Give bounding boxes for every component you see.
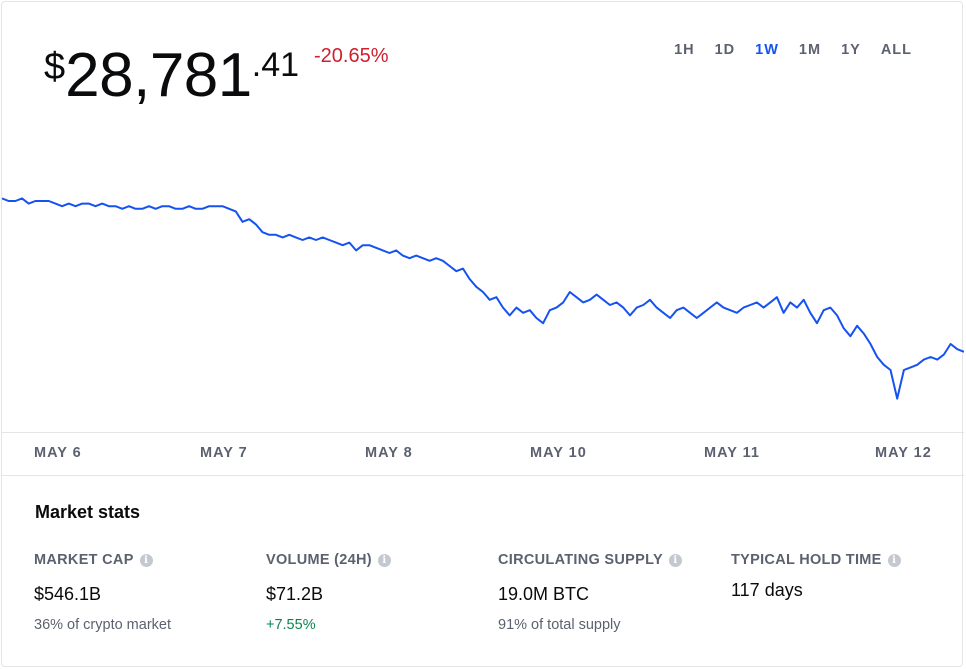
range-1y[interactable]: 1Y [841, 42, 861, 58]
price-whole: 28,781 [65, 41, 252, 110]
stat-circulating-supply: CIRCULATING SUPPLY i 19.0M BTC 91% of tot… [498, 552, 682, 633]
info-icon[interactable]: i [139, 553, 153, 567]
info-icon[interactable]: i [887, 553, 901, 567]
stat-sub: 91% of total supply [498, 617, 621, 633]
price-change: -20.65% [314, 45, 389, 67]
x-tick: MAY 6 [34, 445, 82, 461]
range-1d[interactable]: 1D [714, 42, 736, 58]
price-chart-svg [2, 197, 964, 400]
stat-value: $71.2B [266, 584, 324, 604]
range-1w[interactable]: 1W [755, 42, 779, 58]
market-stats-title: Market stats [35, 502, 141, 522]
range-all[interactable]: ALL [880, 42, 912, 58]
stat-label: TYPICAL HOLD TIME [731, 552, 882, 568]
x-axis: MAY 6 MAY 7 MAY 8 MAY 10 MAY 11 MAY 12 [2, 432, 964, 476]
range-selector: 1H 1D 1W 1M 1Y ALL [654, 42, 912, 58]
info-icon[interactable]: i [668, 553, 682, 567]
x-tick: MAY 8 [365, 445, 413, 461]
stat-typical-hold-time: TYPICAL HOLD TIME i 117 days [731, 552, 901, 601]
x-tick: MAY 7 [200, 445, 248, 461]
stat-sub: +7.55% [266, 617, 316, 633]
stat-value: $546.1B [34, 584, 102, 604]
stat-market-cap: MARKET CAP i $546.1B 36% of crypto market [34, 552, 171, 633]
stat-label: MARKET CAP [34, 552, 134, 568]
stat-label: CIRCULATING SUPPLY [498, 552, 663, 568]
range-1m[interactable]: 1M [798, 42, 822, 58]
price-cents: .41 [251, 46, 300, 84]
x-tick: MAY 12 [875, 445, 932, 461]
info-icon[interactable]: i [377, 553, 391, 567]
price-chart[interactable] [2, 152, 966, 432]
stat-volume: VOLUME (24H) i $71.2B +7.55% [266, 552, 391, 633]
stat-label: VOLUME (24H) [266, 552, 372, 568]
x-tick: MAY 11 [704, 445, 760, 461]
stat-sub: 36% of crypto market [34, 617, 171, 633]
price-currency: $ [44, 46, 66, 88]
price-line [2, 197, 964, 400]
range-1h[interactable]: 1H [674, 42, 695, 58]
stat-value: 117 days [731, 580, 803, 600]
stat-value: 19.0M BTC [498, 584, 590, 604]
price-display: $28,781.41 [44, 40, 299, 112]
x-tick: MAY 10 [530, 445, 587, 461]
